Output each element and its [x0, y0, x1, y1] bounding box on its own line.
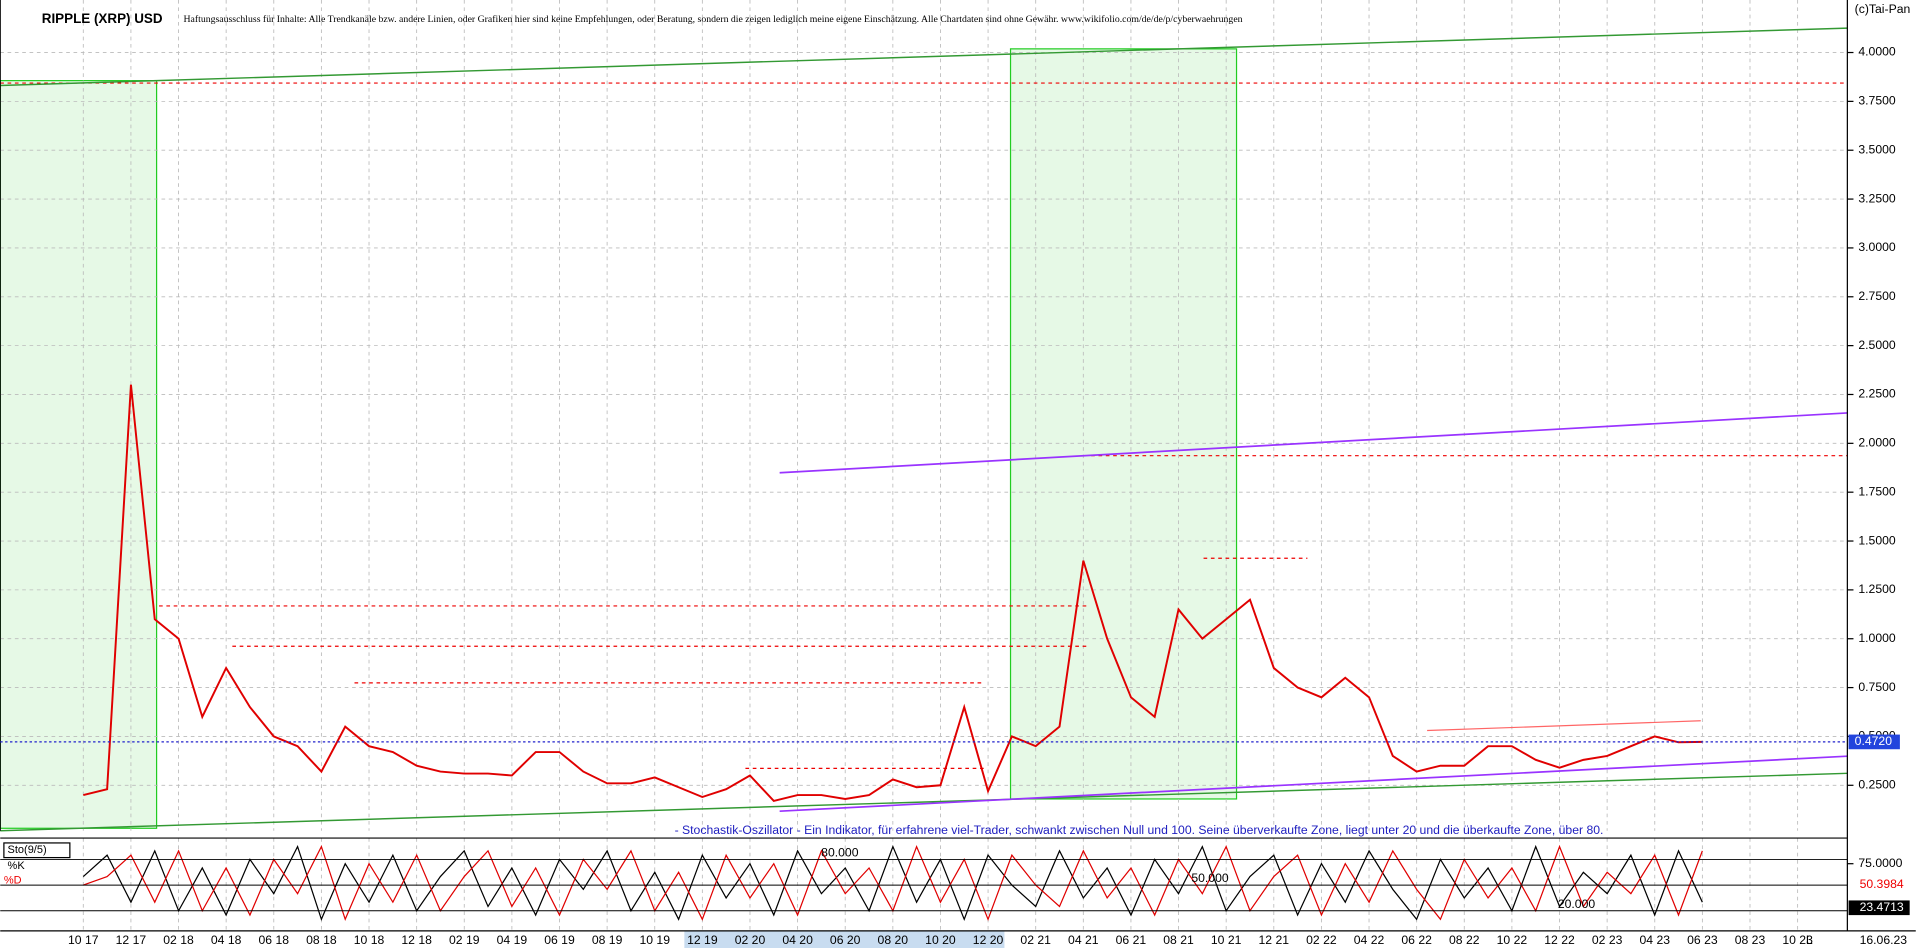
trend-line — [0, 79, 157, 87]
x-tick-label: 08 23 — [1735, 933, 1766, 947]
y-tick-label: 2.5000 — [1858, 338, 1896, 352]
y-tick-label: 3.7500 — [1858, 94, 1896, 108]
trend-line — [0, 772, 1848, 832]
x-tick-label: 10 19 — [639, 933, 670, 947]
last-stoch-label: 23.4713 — [1860, 900, 1904, 914]
x-tick-label: 06 18 — [259, 933, 290, 947]
last-stoch-label: 50.3984 — [1860, 877, 1904, 891]
trend-line — [779, 755, 1848, 813]
x-tick-label: 06 23 — [1687, 933, 1718, 947]
y-tick-label: 1.7500 — [1858, 484, 1896, 498]
y-tick-label: 3.5000 — [1858, 142, 1896, 156]
chart-title: RIPPLE (XRP) USD — [42, 11, 163, 26]
x-tick-label: 10 20 — [925, 933, 956, 947]
y-tick-label: 0.2500 — [1858, 778, 1896, 792]
x-tick-label: 08 18 — [306, 933, 337, 947]
y-tick-label: 1.2500 — [1858, 582, 1896, 596]
disclaimer: Haftungsausschluss für Inhalte: Alle Tre… — [183, 14, 1242, 25]
x-tick-label: 06 22 — [1401, 933, 1432, 947]
x-tick-label: 04 20 — [782, 933, 813, 947]
x-tick-label: 02 23 — [1592, 933, 1623, 947]
x-tick-label: 12 17 — [116, 933, 147, 947]
y-tick-label: 0.7500 — [1858, 680, 1896, 694]
y-tick-label: 4.0000 — [1858, 45, 1896, 59]
x-tick-label: 08 21 — [1163, 933, 1194, 947]
last-stoch-box — [1848, 877, 1910, 893]
x-tick-label: 10 23 — [1782, 933, 1813, 947]
x-tick-label: 02 18 — [163, 933, 194, 947]
legend-d: %D — [4, 875, 22, 887]
axis-highlight — [684, 930, 1005, 948]
y-tick-label: 3.0000 — [1858, 240, 1896, 254]
x-tick-label: 12 18 — [401, 933, 432, 947]
x-tick-label: 08 22 — [1449, 933, 1480, 947]
x-tick-label: 06 21 — [1116, 933, 1147, 947]
x-tick-label: 12 22 — [1544, 933, 1575, 947]
x-tick-label: 12 19 — [687, 933, 718, 947]
zone — [0, 80, 158, 829]
last-price-label: 0.4720 — [1855, 734, 1893, 748]
x-tick-label: 06 20 — [830, 933, 861, 947]
level-label: 20.000 — [1558, 897, 1596, 911]
annotation: - Stochastik-Oszillator - Ein Indikator,… — [675, 823, 1604, 837]
x-tick-label: 10 18 — [354, 933, 385, 947]
x-tick-label: 02 20 — [735, 933, 766, 947]
y-tick-label: 2.2500 — [1858, 387, 1896, 401]
trend-line — [779, 412, 1848, 474]
y-tick-label: 2.0000 — [1858, 436, 1896, 450]
axis-end: L — [1806, 933, 1813, 947]
y-tick-label: 3.2500 — [1858, 191, 1896, 205]
x-tick-label: 10 21 — [1211, 933, 1242, 947]
x-tick-label: 04 23 — [1639, 933, 1670, 947]
x-tick-label: 04 18 — [211, 933, 242, 947]
x-tick-label: 08 19 — [592, 933, 623, 947]
last-stoch-box — [1848, 900, 1910, 916]
grid — [0, 0, 1848, 931]
level-label: 80.000 — [821, 846, 859, 860]
x-tick-label: 10 17 — [68, 933, 99, 947]
y-tick-label: 75.0000 — [1858, 856, 1902, 870]
indicator-box[interactable] — [3, 842, 71, 859]
x-tick-label: 04 21 — [1068, 933, 1099, 947]
x-tick-label: 06 19 — [544, 933, 575, 947]
x-tick-label: 02 22 — [1306, 933, 1337, 947]
legend-k: %K — [8, 860, 26, 872]
level-label: 50.000 — [1191, 871, 1229, 885]
x-tick-label: 02 19 — [449, 933, 480, 947]
y-tick-label: 1.5000 — [1858, 533, 1896, 547]
x-tick-label: 10 22 — [1497, 933, 1528, 947]
x-tick-label: 08 20 — [878, 933, 909, 947]
x-tick-label: 12 21 — [1259, 933, 1290, 947]
last-price-box — [1848, 734, 1900, 750]
trend-line — [1427, 720, 1701, 732]
x-tick-label: 02 21 — [1020, 933, 1051, 947]
y-tick-label: 1.0000 — [1858, 631, 1896, 645]
source: (c)Tai-Pan — [1855, 2, 1911, 16]
x-tick-label: 12 20 — [973, 933, 1004, 947]
last-date: 16.06.23 — [1860, 933, 1908, 947]
y-tick-label: 2.7500 — [1858, 289, 1896, 303]
trend-line — [156, 27, 1848, 82]
indicator-name: Sto(9/5) — [8, 844, 47, 856]
series-line — [83, 384, 1703, 802]
x-tick-label: 04 19 — [497, 933, 528, 947]
zone — [1009, 48, 1238, 800]
x-tick-label: 04 22 — [1354, 933, 1385, 947]
series-line — [82, 844, 1703, 922]
